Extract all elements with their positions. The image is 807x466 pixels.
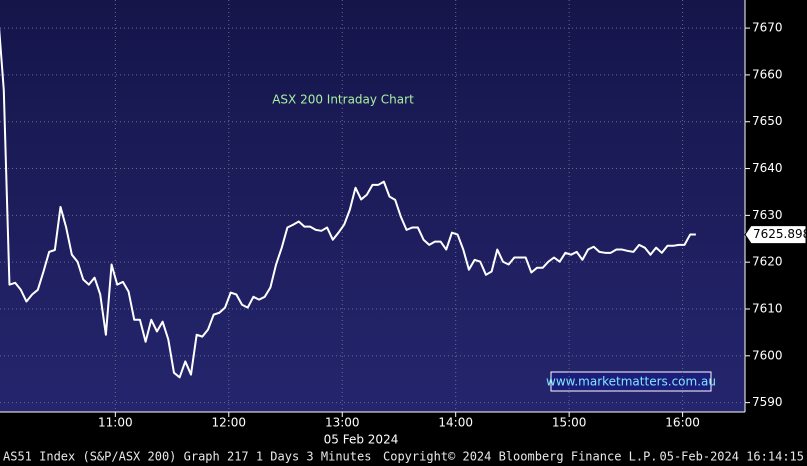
y-tick-label: 7650 <box>752 114 783 128</box>
last-value-box <box>744 225 807 245</box>
x-tick-label: 12:00 <box>211 416 246 430</box>
date-label: 05 Feb 2024 <box>324 433 399 447</box>
footer-left: AS51 Index (S&P/ASX 200) Graph 217 1 Day… <box>3 450 371 464</box>
y-tick-label: 7660 <box>752 67 783 81</box>
y-tick-label: 7670 <box>752 21 783 35</box>
y-tick-label: 7620 <box>752 255 783 269</box>
chart-title: ASX 200 Intraday Chart <box>272 93 414 107</box>
x-tick-label: 14:00 <box>438 416 473 430</box>
x-tick-label: 11:00 <box>98 416 133 430</box>
x-tick-label: 16:00 <box>665 416 700 430</box>
last-value-label: 7625.898 <box>753 227 807 241</box>
x-tick-label: 13:00 <box>325 416 360 430</box>
y-tick-label: 7630 <box>752 208 783 222</box>
price-line <box>0 26 696 379</box>
watermark: www.marketmatters.com.au <box>546 375 716 389</box>
footer-bar <box>0 447 807 466</box>
footer-center: Copyright© 2024 Bloomberg Finance L.P. <box>383 450 658 464</box>
y-tick-label: 7610 <box>752 302 783 316</box>
watermark-box <box>550 371 712 392</box>
plot-area <box>0 0 745 412</box>
y-tick-label: 7640 <box>752 161 783 175</box>
x-tick-label: 15:00 <box>552 416 587 430</box>
y-tick-label: 7600 <box>752 348 783 362</box>
y-tick-label: 7590 <box>752 395 783 409</box>
footer-right: 05-Feb-2024 16:14:15 <box>660 450 805 464</box>
